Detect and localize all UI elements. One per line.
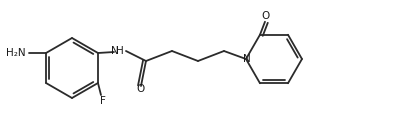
Text: O: O <box>262 11 270 21</box>
Text: O: O <box>137 84 145 94</box>
Text: F: F <box>100 96 106 106</box>
Text: H: H <box>116 46 124 56</box>
Text: N: N <box>243 54 251 64</box>
Text: N: N <box>111 46 119 56</box>
Text: H₂N: H₂N <box>7 48 26 58</box>
